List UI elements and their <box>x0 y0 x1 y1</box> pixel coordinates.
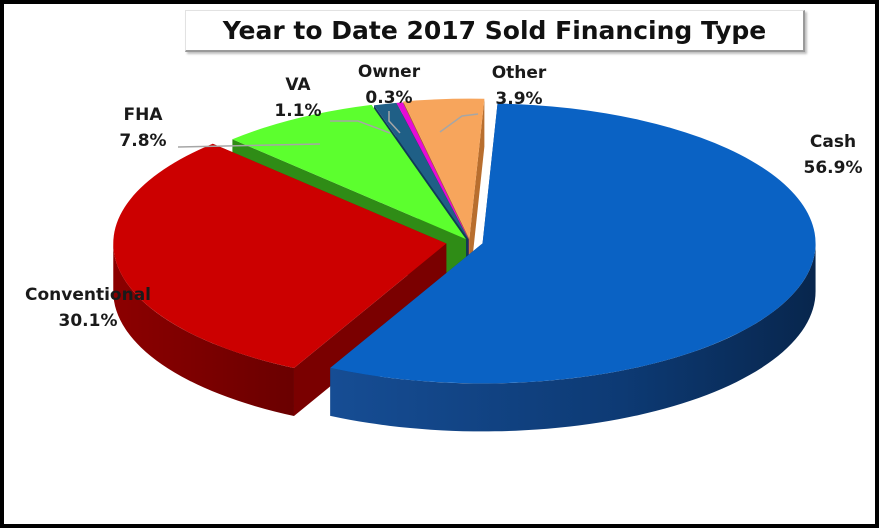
leader-line-other <box>439 113 479 133</box>
slice-label-owner-name: Owner <box>358 62 421 82</box>
slice-labels: Cash 56.9% Conventional 30.1% FHA 7.8% VA 1.1% O… <box>25 62 863 331</box>
slice-cash <box>330 103 816 384</box>
leader-line-fha <box>177 143 321 148</box>
slice-label-other-value: 3.9% <box>495 89 542 109</box>
leader-line-owner <box>388 111 401 134</box>
chart-title-box: Year to Date 2017 Sold Financing Type <box>185 10 805 52</box>
slice-conventional-side <box>113 243 294 417</box>
slice-fha <box>232 104 466 240</box>
leader-lines <box>177 111 479 148</box>
slice-label-owner-value: 0.3% <box>365 88 412 108</box>
slice-conventional <box>113 143 447 369</box>
leader-line-va <box>330 120 391 134</box>
slice-label-fha-name: FHA <box>124 105 164 125</box>
slice-label-conventional-name: Conventional <box>25 285 151 305</box>
slice-label-cash-name: Cash <box>810 132 856 152</box>
slice-label-conventional-value: 30.1% <box>59 311 118 331</box>
slice-label-cash-value: 56.9% <box>804 158 863 178</box>
slice-other <box>403 98 485 239</box>
slice-va <box>374 102 469 240</box>
slice-other-cut-1 <box>469 98 485 287</box>
slice-cash-side <box>330 243 816 432</box>
chart-title: Year to Date 2017 Sold Financing Type <box>222 16 767 45</box>
slice-label-va-value: 1.1% <box>274 101 321 121</box>
slice-label-other-name: Other <box>492 63 547 83</box>
slice-label-va-name: VA <box>285 75 311 95</box>
slice-label-fha-value: 7.8% <box>119 131 166 151</box>
pie-tops <box>113 98 816 384</box>
slice-owner <box>396 102 469 240</box>
